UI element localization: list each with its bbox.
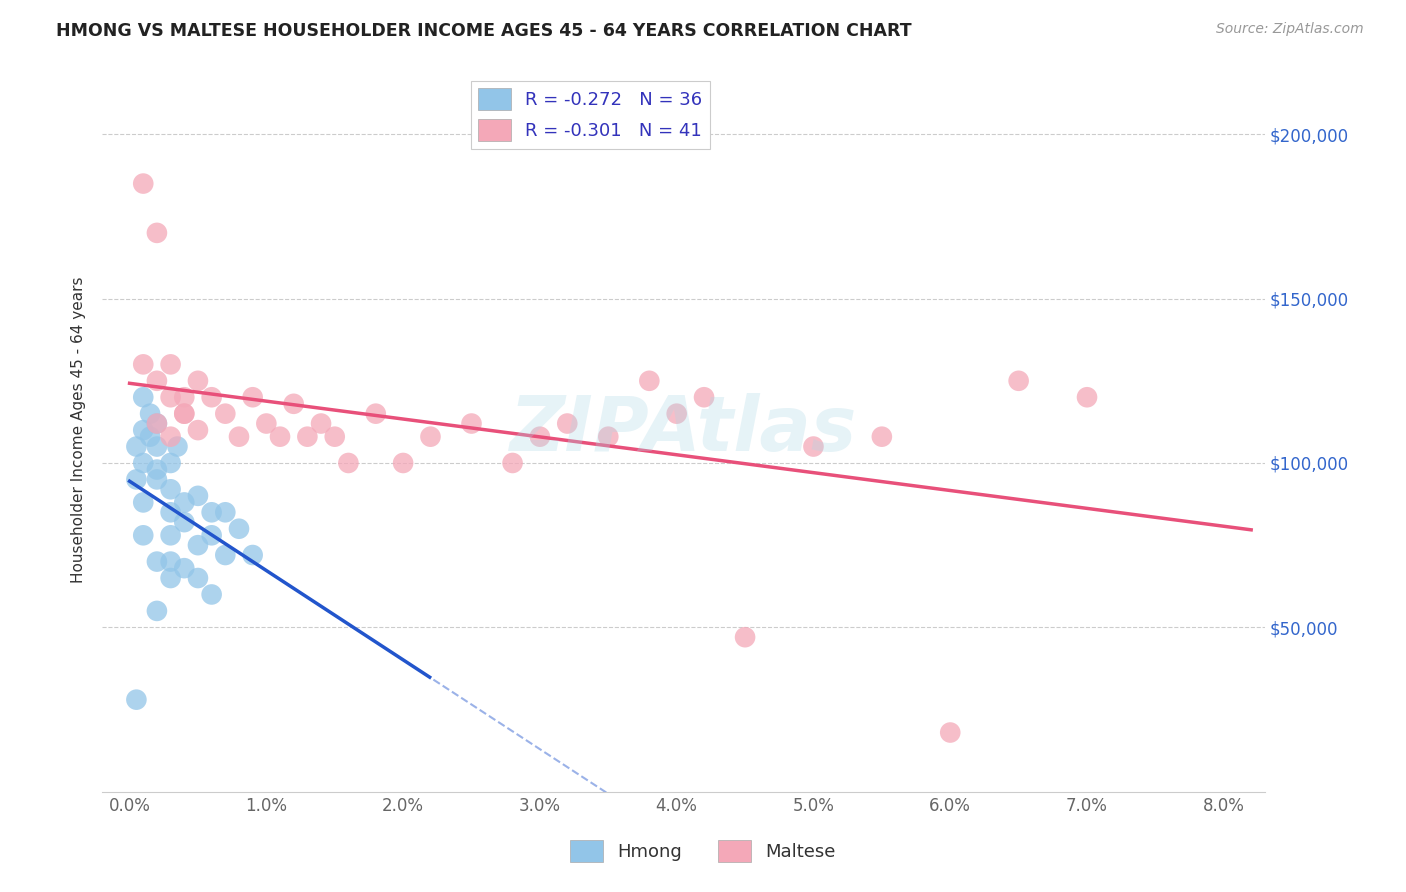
Point <box>159 357 181 371</box>
Text: ZIPAtlas: ZIPAtlas <box>510 393 858 467</box>
Point <box>214 505 236 519</box>
Point <box>173 561 195 575</box>
Point <box>870 430 893 444</box>
Point <box>242 390 264 404</box>
Point <box>159 505 181 519</box>
Point <box>187 571 209 585</box>
Point <box>228 522 250 536</box>
Point <box>159 483 181 497</box>
Point <box>638 374 661 388</box>
Point <box>502 456 524 470</box>
Point <box>146 462 169 476</box>
Point <box>201 505 224 519</box>
Point <box>173 407 195 421</box>
Point <box>228 430 250 444</box>
Point <box>665 407 688 421</box>
Point <box>939 725 962 739</box>
Point <box>132 456 155 470</box>
Point <box>125 472 148 486</box>
Point <box>146 555 169 569</box>
Legend: R = -0.272   N = 36, R = -0.301   N = 41: R = -0.272 N = 36, R = -0.301 N = 41 <box>471 81 710 149</box>
Point <box>555 417 578 431</box>
Point <box>337 456 360 470</box>
Point <box>132 357 155 371</box>
Point <box>146 226 169 240</box>
Point <box>132 390 155 404</box>
Point <box>125 440 148 454</box>
Point <box>173 390 195 404</box>
Legend: Hmong, Maltese: Hmong, Maltese <box>564 833 842 870</box>
Point <box>214 548 236 562</box>
Point <box>159 430 181 444</box>
Point <box>159 456 181 470</box>
Point <box>187 489 209 503</box>
Y-axis label: Householder Income Ages 45 - 64 years: Householder Income Ages 45 - 64 years <box>72 277 86 583</box>
Point <box>146 417 169 431</box>
Point <box>173 407 195 421</box>
Point <box>242 548 264 562</box>
Point <box>283 397 305 411</box>
Point <box>187 423 209 437</box>
Point <box>1076 390 1098 404</box>
Point <box>159 555 181 569</box>
Point <box>146 417 169 431</box>
Point <box>146 472 169 486</box>
Point <box>159 390 181 404</box>
Point <box>254 417 277 431</box>
Point <box>460 417 482 431</box>
Point <box>201 390 224 404</box>
Point <box>166 440 188 454</box>
Point <box>146 604 169 618</box>
Point <box>146 374 169 388</box>
Point <box>173 495 195 509</box>
Point <box>419 430 441 444</box>
Point <box>392 456 415 470</box>
Point <box>139 430 162 444</box>
Point <box>173 515 195 529</box>
Point <box>132 423 155 437</box>
Point <box>1007 374 1029 388</box>
Point <box>803 440 825 454</box>
Point <box>132 177 155 191</box>
Point <box>693 390 716 404</box>
Text: Source: ZipAtlas.com: Source: ZipAtlas.com <box>1216 22 1364 37</box>
Point <box>734 630 756 644</box>
Point <box>598 430 620 444</box>
Point <box>201 528 224 542</box>
Point <box>323 430 346 444</box>
Point <box>132 495 155 509</box>
Point <box>187 538 209 552</box>
Text: HMONG VS MALTESE HOUSEHOLDER INCOME AGES 45 - 64 YEARS CORRELATION CHART: HMONG VS MALTESE HOUSEHOLDER INCOME AGES… <box>56 22 912 40</box>
Point <box>269 430 291 444</box>
Point <box>214 407 236 421</box>
Point <box>187 374 209 388</box>
Point <box>297 430 319 444</box>
Point <box>201 587 224 601</box>
Point <box>159 571 181 585</box>
Point <box>132 528 155 542</box>
Point <box>364 407 387 421</box>
Point <box>125 692 148 706</box>
Point <box>529 430 551 444</box>
Point <box>139 407 162 421</box>
Point <box>159 528 181 542</box>
Point <box>309 417 332 431</box>
Point <box>146 440 169 454</box>
